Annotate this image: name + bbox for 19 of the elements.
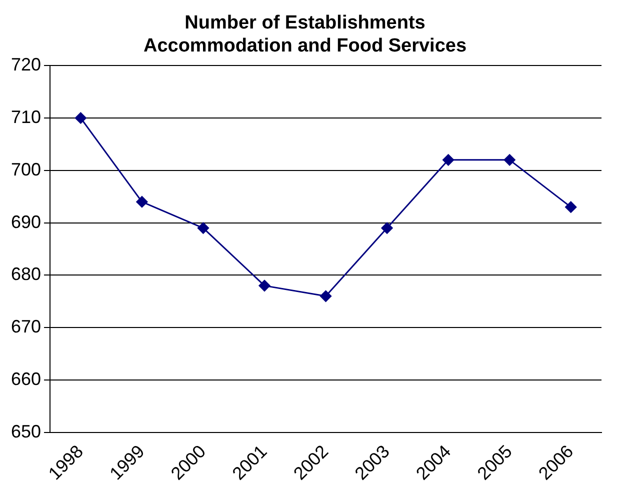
y-tick-label: 700 — [10, 159, 42, 180]
y-tick-label: 680 — [10, 264, 42, 284]
point — [504, 154, 516, 166]
point — [565, 201, 577, 213]
y-tick-label: 670 — [10, 316, 42, 337]
point — [197, 222, 209, 234]
y-tick-label: 690 — [10, 212, 42, 232]
point — [381, 222, 393, 234]
point — [74, 112, 86, 124]
y-tick-label: 650 — [10, 421, 42, 442]
chart-subtitle: Accommodation and Food Services — [143, 35, 467, 56]
y-tick-label: 710 — [10, 106, 42, 127]
point — [320, 290, 332, 302]
y-tick-label: 660 — [10, 368, 42, 389]
point — [442, 154, 454, 166]
point — [136, 196, 148, 208]
y-tick-label: 720 — [10, 54, 42, 75]
chart-title: Number of Establishments — [184, 12, 426, 34]
point — [258, 280, 270, 292]
